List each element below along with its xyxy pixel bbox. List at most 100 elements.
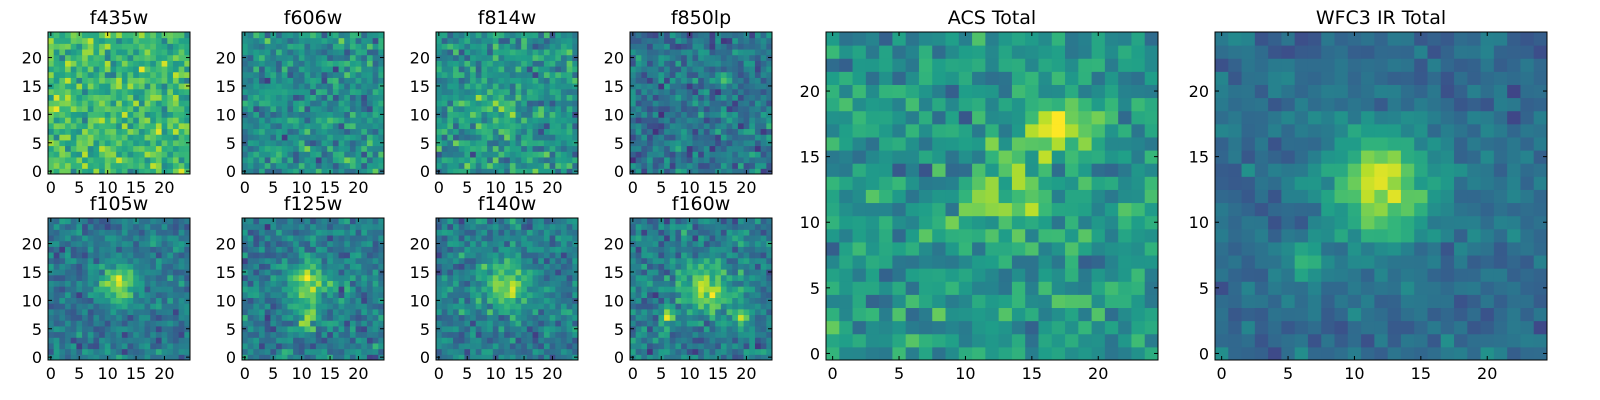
heatmap-cell [304,314,311,321]
heatmap-cell [732,145,739,152]
heatmap-cell [276,128,283,135]
heatmap-cell [276,88,283,95]
heatmap-cell [144,54,151,61]
heatmap-cell [515,223,522,230]
heatmap-cell [298,128,305,135]
heatmap-cell [515,280,522,287]
heatmap-cell [355,49,362,56]
heatmap-cell [664,314,671,321]
heatmap-cell [138,32,146,39]
heatmap-cell [264,122,271,130]
heatmap-cell [298,139,305,147]
heatmap-cell [732,49,739,56]
heatmap-cell [155,145,163,152]
heatmap-cell [144,280,151,287]
heatmap-cell [338,60,345,67]
heatmap-cell [332,342,340,350]
heatmap-cell [361,151,368,158]
heatmap-cell [737,156,745,164]
heatmap-cell [686,54,693,61]
heatmap-cell [332,274,340,281]
heatmap-cell [658,117,665,124]
heatmap-cell [372,229,379,236]
heatmap-cell [669,117,676,124]
heatmap-cell [470,32,477,39]
heatmap-cell [664,297,671,304]
heatmap-cell [99,94,106,101]
y-tick-label: 0 [226,162,236,181]
heatmap-cell [104,122,111,130]
heatmap-cell [327,246,334,253]
heatmap-cell [287,134,294,141]
heatmap-cell [93,303,100,310]
heatmap-cell [487,111,494,118]
heatmap-cell [161,122,168,130]
heatmap-cell [310,128,317,135]
heatmap-cell [338,94,345,101]
heatmap-cell [492,117,499,124]
heatmap-cell [675,100,682,107]
heatmap-cell [481,111,488,118]
heatmap-cell [298,240,305,247]
heatmap-cell [298,342,305,350]
heatmap-cell [276,223,283,230]
heatmap-cell [150,235,157,242]
heatmap-cell [464,314,471,321]
heatmap-cell [538,263,545,270]
heatmap-cell [161,286,168,293]
heatmap-cell [332,43,340,50]
heatmap-cell [760,274,767,281]
heatmap-cell [327,122,334,130]
heatmap-cell [521,122,528,130]
heatmap-cell [59,145,66,152]
heatmap-cell [749,71,756,78]
heatmap-cell [441,37,448,44]
heatmap-cell [99,354,106,361]
heatmap-cell [635,320,642,327]
heatmap-cell [458,354,465,361]
heatmap-cell [732,151,739,158]
heatmap-cell [310,246,317,253]
heatmap-cell [543,252,551,259]
heatmap-cell [344,325,351,333]
heatmap-cell [538,308,545,316]
heatmap-cell [310,117,317,124]
heatmap-cell [498,37,505,44]
heatmap-cell [641,83,648,90]
heatmap-cell [664,71,671,78]
heatmap-cell [315,60,323,67]
heatmap-cell [743,303,750,310]
heatmap-cell [555,291,562,299]
heatmap-cell [475,122,482,130]
heatmap-cell [664,49,671,56]
heatmap-cell [555,229,562,236]
heatmap-cell [572,128,579,135]
heatmap-cell [344,60,351,67]
heatmap-cell [178,274,185,281]
heatmap-cell [543,348,551,355]
heatmap-cell [270,54,277,61]
heatmap-cell [344,54,351,61]
heatmap-cell [104,257,111,264]
heatmap-cell [447,354,454,361]
heatmap-cell [749,94,756,101]
heatmap-cell [82,156,89,164]
heatmap-cell [76,337,83,344]
heatmap-cell [281,240,288,247]
heatmap-cell [178,100,185,107]
heatmap-cell [99,145,106,152]
heatmap-cell [760,54,767,61]
heatmap-cell [332,354,340,361]
heatmap-cell [703,342,711,350]
heatmap-cell [93,151,100,158]
heatmap-cell [242,128,249,135]
heatmap-cell [572,280,579,287]
heatmap-cell [641,37,648,44]
heatmap-cell [675,37,682,44]
heatmap-cell [178,280,185,287]
heatmap-cell [110,240,117,247]
heatmap-cell [161,342,168,350]
heatmap-cell [361,342,368,350]
heatmap-cell [372,43,379,50]
heatmap-cell [572,122,579,130]
